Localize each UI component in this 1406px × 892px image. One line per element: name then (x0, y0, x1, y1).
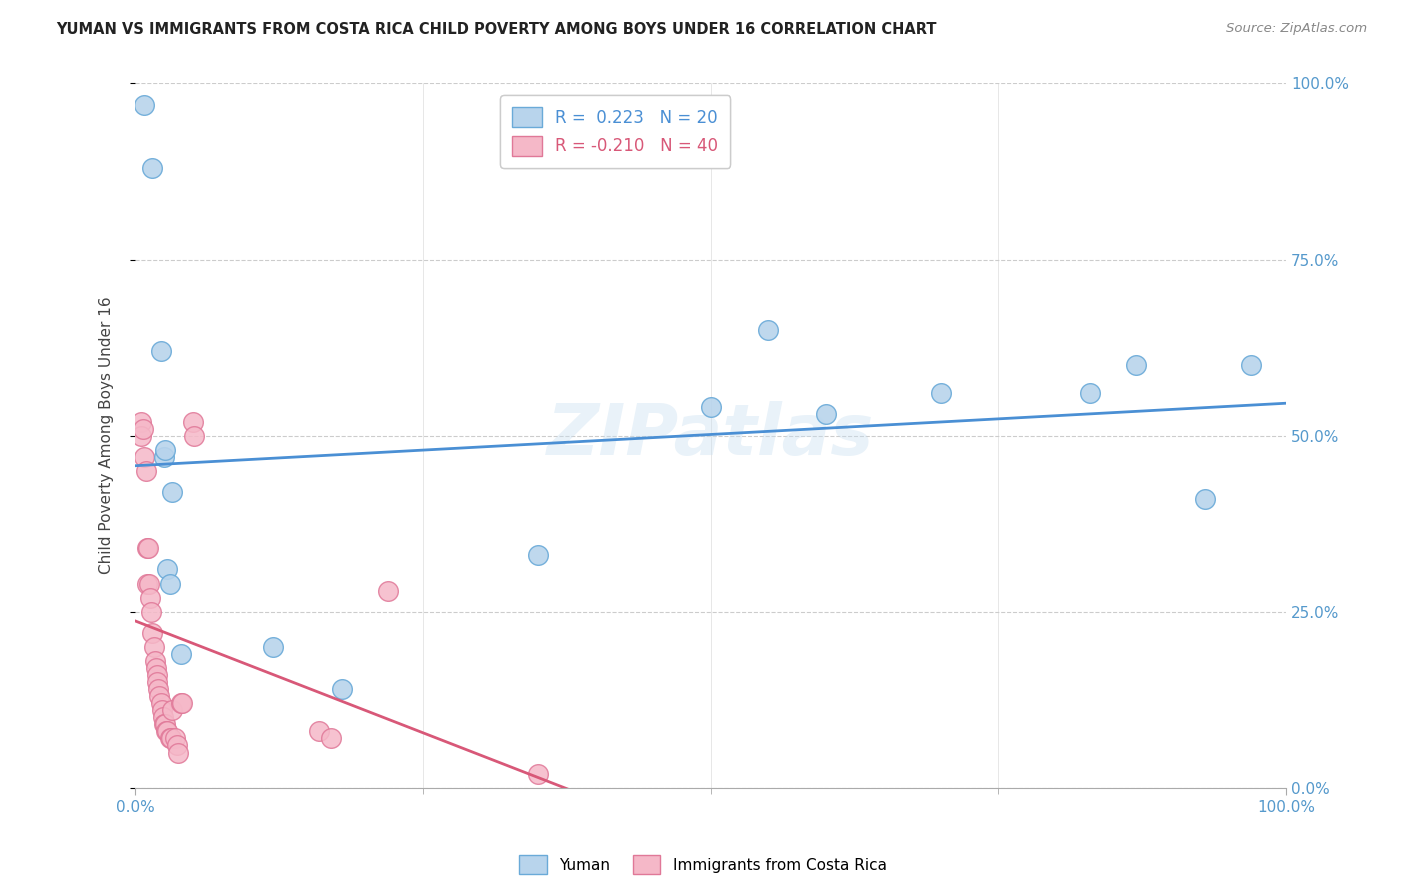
Point (129, 428, 152, 442)
Legend: R =  0.223   N = 20, R = -0.210   N = 40: R = 0.223 N = 20, R = -0.210 N = 40 (501, 95, 730, 168)
Point (527, 766, 550, 780)
Point (377, 583, 399, 598)
Point (814, 408, 837, 422)
Point (159, 731, 181, 746)
Point (319, 731, 342, 746)
Point (149, 696, 172, 710)
Point (141, 605, 163, 619)
Point (262, 640, 284, 654)
Point (136, 541, 159, 556)
Point (165, 731, 187, 746)
Point (172, 696, 194, 710)
Point (152, 710, 174, 724)
Point (1240, 358, 1263, 372)
Point (308, 724, 330, 739)
Point (132, 421, 155, 435)
Point (155, 724, 177, 739)
Text: Source: ZipAtlas.com: Source: ZipAtlas.com (1226, 22, 1367, 36)
Text: YUMAN VS IMMIGRANTS FROM COSTA RICA CHILD POVERTY AMONG BOYS UNDER 16 CORRELATIO: YUMAN VS IMMIGRANTS FROM COSTA RICA CHIL… (56, 22, 936, 37)
Point (756, 323, 779, 337)
Point (160, 703, 183, 717)
Point (148, 682, 170, 697)
Point (143, 654, 166, 668)
Point (166, 746, 188, 760)
Point (129, 415, 152, 429)
Point (141, 625, 163, 640)
Point (170, 696, 193, 710)
Point (148, 689, 170, 703)
Point (149, 344, 172, 359)
Point (135, 541, 157, 556)
Point (159, 576, 181, 591)
Point (153, 717, 176, 731)
Point (142, 640, 165, 654)
Point (160, 731, 183, 746)
Point (141, 161, 163, 175)
Point (146, 668, 169, 682)
Point (1078, 386, 1101, 401)
Point (699, 401, 721, 415)
Text: ZIPatlas: ZIPatlas (547, 401, 875, 470)
Point (170, 647, 193, 661)
Point (134, 97, 156, 112)
Point (138, 576, 160, 591)
Point (166, 739, 188, 753)
Point (135, 576, 157, 591)
Point (330, 682, 353, 697)
Point (183, 428, 205, 442)
Point (1194, 491, 1216, 506)
Point (150, 703, 173, 717)
Y-axis label: Child Poverty Among Boys Under 16: Child Poverty Among Boys Under 16 (100, 297, 114, 574)
Point (139, 591, 162, 605)
Point (929, 386, 952, 401)
Point (153, 442, 176, 457)
Point (181, 415, 204, 429)
Legend: Yuman, Immigrants from Costa Rica: Yuman, Immigrants from Costa Rica (513, 849, 893, 880)
Point (153, 450, 176, 464)
Point (134, 450, 156, 464)
Point (146, 675, 169, 690)
Point (145, 661, 167, 675)
Point (156, 562, 179, 576)
Point (135, 464, 157, 478)
Point (160, 485, 183, 500)
Point (153, 717, 176, 731)
Point (1125, 358, 1147, 372)
Point (527, 549, 550, 563)
Point (156, 724, 179, 739)
